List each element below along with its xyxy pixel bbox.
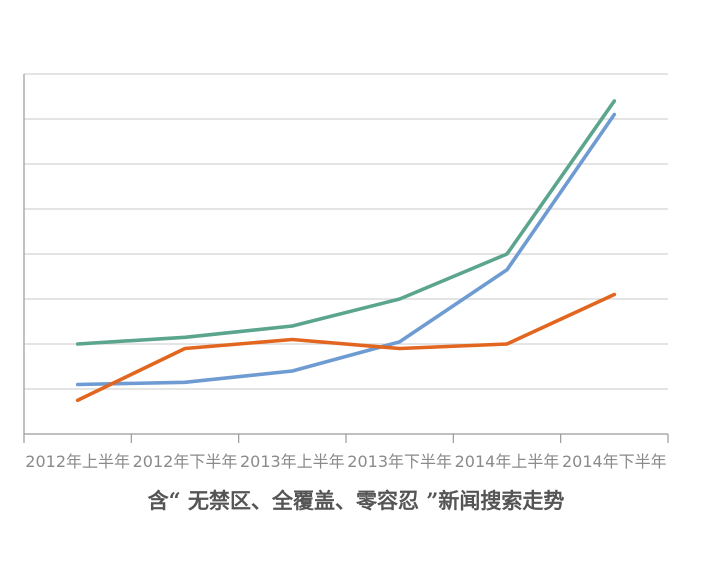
series-line-3 bbox=[75, 292, 617, 403]
gridlines bbox=[24, 73, 668, 390]
series-line-2 bbox=[75, 112, 617, 387]
x-tick-label: 2014年上半年 bbox=[455, 452, 560, 471]
axes bbox=[23, 74, 669, 443]
x-tick-label: 2012年下半年 bbox=[133, 452, 238, 471]
x-tick-labels: 2012年上半年 2012年下半年 2013年上半年 2013年下半年 2014年上半年… bbox=[25, 452, 666, 471]
x-tick-label: 2012年上半年 bbox=[25, 452, 130, 471]
x-tick-label: 2013年下半年 bbox=[347, 452, 452, 471]
series-line-1 bbox=[75, 99, 617, 346]
chart-title: 含“ 无禁区、全覆盖、零容忍 ”新闻搜索走势 bbox=[148, 488, 565, 513]
x-tick-label: 2014年下半年 bbox=[562, 452, 667, 471]
series-lines bbox=[75, 99, 617, 403]
x-tick-label: 2013年上半年 bbox=[240, 452, 345, 471]
